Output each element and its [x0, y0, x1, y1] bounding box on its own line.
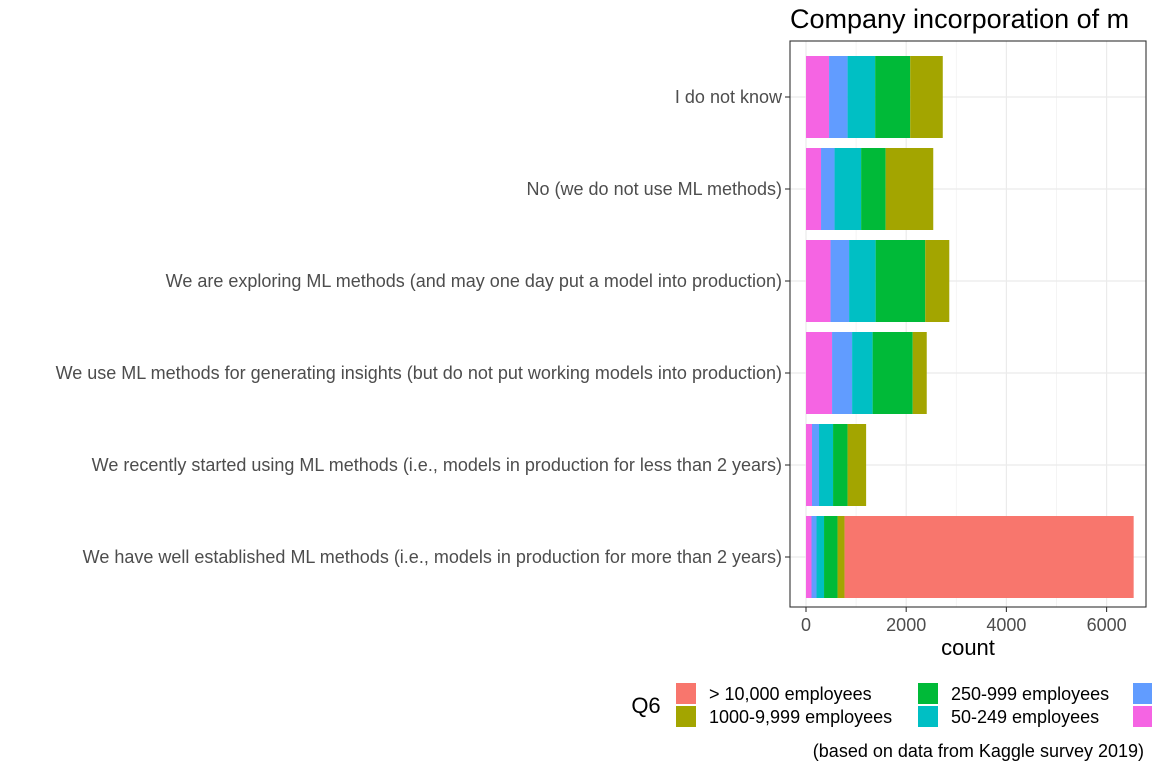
bar-segment [847, 424, 867, 506]
bar-segment [830, 240, 850, 322]
bar-segment [832, 332, 853, 414]
bar-segment [819, 424, 834, 506]
x-tick-label: 0 [801, 615, 811, 635]
x-tick-label: 6000 [1087, 615, 1127, 635]
bar-segment [806, 424, 813, 506]
legend-key [918, 683, 938, 704]
bar-segment [861, 148, 886, 230]
bar-segment [834, 148, 862, 230]
bar-segment [806, 148, 822, 230]
bar-segment [912, 332, 927, 414]
legend-label: 50-249 employees [951, 707, 1099, 727]
legend-key [676, 706, 696, 727]
legend-label: 250-999 employees [951, 684, 1109, 704]
legend-key [1133, 706, 1152, 727]
x-tick-label: 2000 [886, 615, 926, 635]
bar-segment [806, 240, 831, 322]
category-label: No (we do not use ML methods) [527, 179, 782, 199]
legend: Q6 > 10,000 employees 1000-9,999 employee… [631, 683, 1152, 727]
bar-segment [885, 148, 934, 230]
plot-panel-border [789, 40, 1147, 608]
legend-key [918, 706, 938, 727]
bar-segment [872, 332, 913, 414]
bar-segment [824, 516, 838, 598]
bar-segment [806, 56, 830, 138]
bar-segment [837, 516, 845, 598]
category-label: We use ML methods for generating insight… [56, 363, 782, 383]
x-axis-title: count [941, 635, 995, 660]
bar-segment [844, 516, 1134, 598]
bar-segment [875, 56, 911, 138]
legend-key [676, 683, 696, 704]
bar-segment [849, 240, 876, 322]
bar-segment [910, 56, 943, 138]
bar-segment [806, 516, 812, 598]
category-label: We are exploring ML methods (and may one… [166, 271, 782, 291]
x-tick-label: 4000 [986, 615, 1026, 635]
legend-label: > 10,000 employees [709, 684, 872, 704]
legend-label: 1000-9,999 employees [709, 707, 892, 727]
category-label: We recently started using ML methods (i.… [92, 455, 782, 475]
legend-key [1133, 683, 1152, 704]
axes-layer: 0 2000 4000 6000 I do not know No (we do not … [56, 87, 1127, 635]
bar-segment [852, 332, 873, 414]
bar-segment [806, 332, 833, 414]
bar-segment [816, 516, 825, 598]
bar-segment [925, 240, 950, 322]
bar-segment [812, 424, 820, 506]
bar-segment [829, 56, 848, 138]
bar-segment [811, 516, 817, 598]
caption: (based on data from Kaggle survey 2019) [813, 741, 1144, 761]
category-label: I do not know [675, 87, 783, 107]
chart-title: Company incorporation of m [790, 4, 1129, 34]
bar-segment [833, 424, 848, 506]
category-label: We have well established ML methods (i.e… [83, 547, 782, 567]
bar-segment [875, 240, 926, 322]
bar-segment [847, 56, 876, 138]
bars-layer [806, 56, 1134, 598]
legend-title: Q6 [631, 693, 660, 718]
bar-segment [821, 148, 835, 230]
